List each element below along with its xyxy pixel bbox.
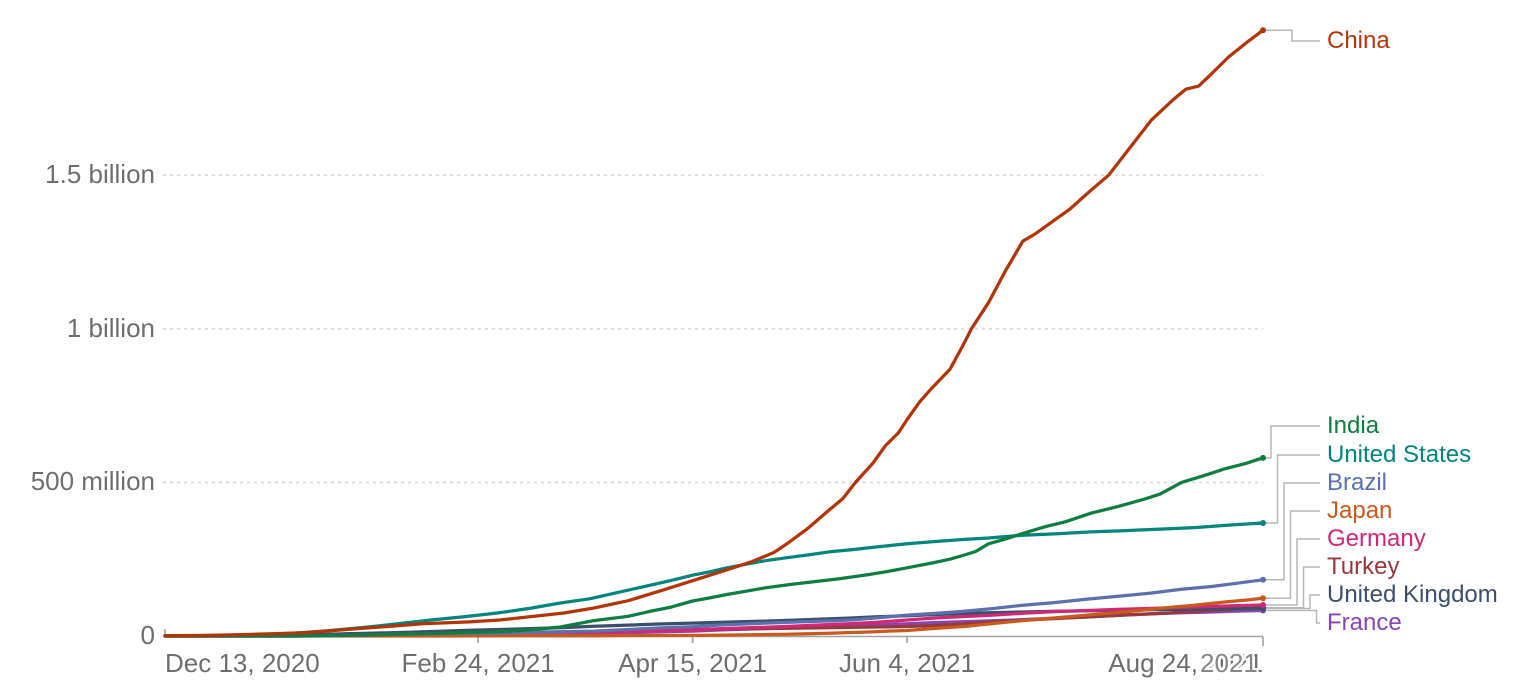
series-end-dot-china xyxy=(1260,27,1267,34)
legend-connector-united-kingdom xyxy=(1263,594,1320,610)
legend-connector-india xyxy=(1263,425,1320,459)
series-label-germany[interactable]: Germany xyxy=(1327,525,1426,552)
y-axis-tick-label: 0 xyxy=(140,620,155,650)
series-label-france[interactable]: France xyxy=(1327,609,1402,636)
series-label-united-states[interactable]: United States xyxy=(1327,441,1472,468)
series-line-united-states xyxy=(163,521,1265,638)
legend-connector-japan xyxy=(1263,510,1320,599)
legend-connector-germany xyxy=(1263,538,1320,606)
series-label-brazil[interactable]: Brazil xyxy=(1327,469,1388,496)
legend-connector-united-states xyxy=(1263,454,1320,524)
series-label-japan[interactable]: Japan xyxy=(1327,497,1393,524)
series-line-japan xyxy=(163,596,1265,638)
series-end-dot-united-states xyxy=(1260,519,1267,526)
legend-connector-france xyxy=(1263,609,1320,624)
x-axis-tick-label: Apr 15, 2021 xyxy=(618,648,767,678)
series-end-dot-india xyxy=(1260,454,1267,461)
series-line-india xyxy=(163,456,1265,638)
x-axis-tick-label: Dec 13, 2020 xyxy=(165,648,320,678)
series-label-united-kingdom[interactable]: United Kingdom xyxy=(1327,581,1498,608)
series-end-dot-germany xyxy=(1260,601,1267,608)
y-axis-tick-label: 1 billion xyxy=(66,312,155,343)
legend-connector-brazil xyxy=(1263,482,1320,581)
series-end-dot-brazil xyxy=(1260,576,1267,583)
x-axis-tick-label: Jun 4, 2021 xyxy=(839,648,975,678)
y-axis-tick-label: 500 million xyxy=(30,466,155,497)
x-axis-year-overlap-label: 2021 xyxy=(1200,648,1258,678)
legend-connector-china xyxy=(1263,29,1320,42)
series-label-turkey[interactable]: Turkey xyxy=(1327,553,1400,580)
legend-connector-turkey xyxy=(1263,566,1320,609)
series-line-china xyxy=(163,28,1265,638)
y-axis-tick-label: 1.5 billion xyxy=(45,159,155,190)
series-end-dot-japan xyxy=(1260,595,1267,602)
series-label-india[interactable]: India xyxy=(1327,412,1380,439)
x-axis-tick-label: Aug 24, 2021 xyxy=(1108,648,1263,678)
series-label-china[interactable]: China xyxy=(1327,27,1390,54)
x-axis-tick-label: Feb 24, 2021 xyxy=(401,648,555,678)
